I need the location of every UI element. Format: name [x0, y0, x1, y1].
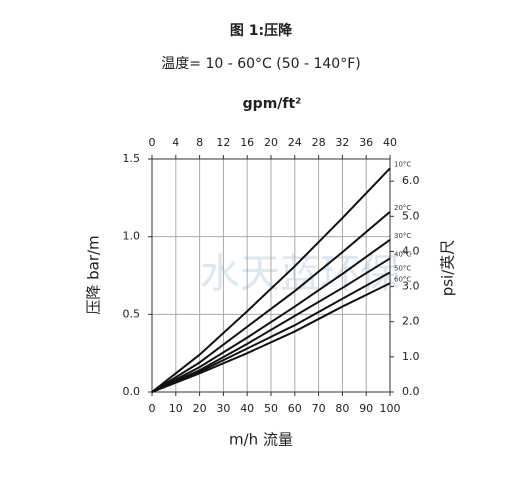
x2-tick-label: 20: [264, 136, 278, 149]
x-tick-label: 70: [312, 402, 326, 415]
y2-axis-label: psi/英尺: [439, 240, 457, 297]
chart-title: 图 1:压降: [230, 22, 293, 39]
y2-tick-label: 3.0: [402, 280, 420, 293]
x-tick-label: 40: [240, 402, 254, 415]
series-label: 60°C: [394, 275, 411, 283]
y2-tick-label: 6.0: [402, 174, 420, 187]
series-line: [151, 271, 391, 393]
y2-tick-label: 0.0: [402, 385, 420, 398]
series-label: 50°C: [394, 264, 411, 272]
x2-tick-label: 4: [172, 136, 179, 149]
y-tick-label: 1.5: [123, 152, 141, 165]
series-label: 30°C: [394, 232, 411, 240]
series-line: [151, 167, 391, 393]
x-tick-label: 80: [335, 402, 349, 415]
series-line: [151, 282, 391, 393]
x2-tick-label: 36: [359, 136, 373, 149]
x-tick-label: 50: [264, 402, 278, 415]
y-tick-label: 0.5: [123, 307, 141, 320]
y-tick-label: 0.0: [123, 385, 141, 398]
y2-tick-label: 5.0: [402, 209, 420, 222]
x2-axis-label: gpm/ft²: [243, 96, 302, 112]
series-label: 10°C: [394, 160, 411, 168]
series-label: 20°C: [394, 204, 411, 212]
y-axis-label: 压降 bar/m: [85, 235, 103, 314]
x-tick-label: 100: [380, 402, 401, 415]
x-tick-label: 0: [149, 402, 156, 415]
series-label: 40°C: [394, 250, 411, 258]
x2-tick-label: 40: [383, 136, 397, 149]
series-line: [151, 211, 391, 393]
x-tick-label: 60: [288, 402, 302, 415]
x-tick-label: 20: [193, 402, 207, 415]
y2-tick-label: 4.0: [402, 244, 420, 257]
x2-tick-label: 24: [288, 136, 302, 149]
y2-tick-label: 1.0: [402, 350, 420, 363]
x2-tick-label: 16: [240, 136, 254, 149]
x2-tick-label: 32: [335, 136, 349, 149]
x2-tick-label: 12: [216, 136, 230, 149]
x-tick-label: 10: [169, 402, 183, 415]
y-tick-label: 1.0: [123, 230, 141, 243]
x2-tick-label: 0: [149, 136, 156, 149]
chart-subtitle: 温度= 10 - 60°C (50 - 140°F): [161, 56, 360, 72]
x-tick-label: 30: [216, 402, 230, 415]
watermark: 水天蓝环保: [200, 251, 400, 297]
x2-tick-label: 8: [196, 136, 203, 149]
series-line: [151, 238, 391, 393]
x-axis-label: m/h 流量: [229, 431, 293, 449]
x2-tick-label: 28: [312, 136, 326, 149]
plot-frame: [151, 158, 391, 393]
series-line: [151, 257, 391, 393]
y2-tick-label: 2.0: [402, 315, 420, 328]
x-tick-label: 90: [359, 402, 373, 415]
